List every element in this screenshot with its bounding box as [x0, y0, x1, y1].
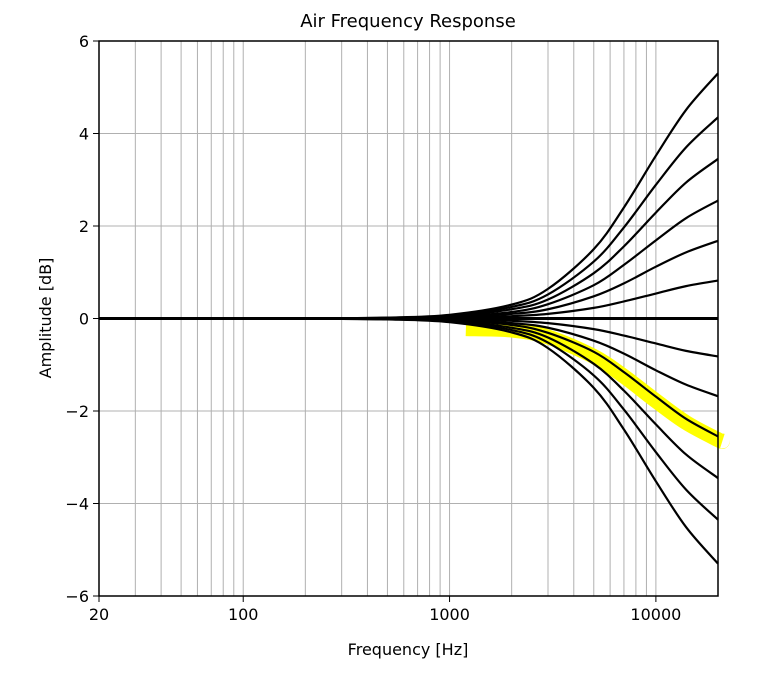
y-tick-label: 6 — [79, 32, 89, 51]
series-line--4 — [99, 317, 719, 479]
y-tick-label: −6 — [65, 587, 89, 606]
y-tick-label: 2 — [79, 217, 89, 236]
series-line-+1 — [99, 279, 719, 320]
series-line-+2 — [99, 239, 719, 320]
highlight-band — [465, 321, 730, 449]
y-tick-label: −4 — [65, 495, 89, 514]
chart-title: Air Frequency Response — [300, 11, 516, 32]
x-axis-label: Frequency [Hz] — [348, 640, 469, 659]
highlight-layer — [465, 321, 730, 449]
ticks: 20 100 1000 10000 −6 −4 −2 0 2 4 6 — [65, 32, 681, 624]
series-line--6 — [99, 317, 719, 565]
y-tick-label: 4 — [79, 125, 89, 144]
x-tick-label: 100 — [228, 605, 259, 624]
x-tick-label: 20 — [89, 605, 109, 624]
series-line--5 — [99, 317, 719, 521]
series-layer — [99, 72, 719, 565]
series-line--1 — [99, 317, 719, 358]
series-line-+5 — [99, 116, 719, 320]
y-axis-label: Amplitude [dB] — [36, 258, 55, 379]
x-tick-label: 1000 — [429, 605, 470, 624]
x-tick-label: 10000 — [630, 605, 681, 624]
y-tick-label: 0 — [79, 310, 89, 329]
series-line-+4 — [99, 158, 719, 320]
y-tick-label: −2 — [65, 402, 89, 421]
